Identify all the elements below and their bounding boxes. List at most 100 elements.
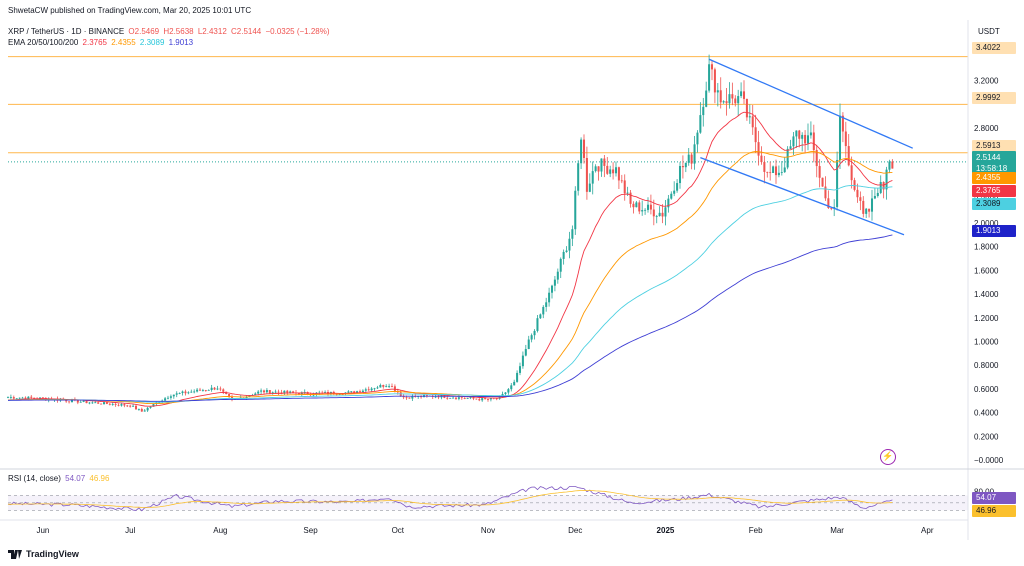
ema100-value: 2.3089 — [139, 38, 165, 47]
resistance-levels — [8, 56, 968, 163]
candle-body — [143, 410, 146, 412]
candle-body — [574, 190, 577, 230]
candle-body — [9, 397, 12, 398]
candle-body — [292, 391, 295, 393]
candles — [6, 54, 894, 412]
rsi-pane: 80.00 — [7, 486, 995, 512]
candle-body — [166, 397, 170, 399]
y-tick-label: 3.2000 — [974, 77, 999, 86]
candle-body — [271, 392, 274, 394]
candle-body — [198, 389, 202, 391]
candle-body — [12, 397, 15, 399]
candle-body — [466, 398, 469, 399]
candle-body — [792, 136, 795, 147]
candle-body — [806, 135, 810, 144]
candle-body — [612, 169, 615, 174]
candle-body — [408, 397, 411, 399]
candle-body — [216, 388, 219, 390]
tradingview-logo[interactable]: TradingView — [8, 549, 79, 559]
level-tag-2.9992: 2.9992 — [972, 92, 1016, 104]
y-tick-label: 1.2000 — [974, 314, 999, 323]
ema20-tag: 2.3765 — [972, 185, 1016, 197]
y-tick-label: −0.0000 — [974, 456, 1004, 465]
x-tick-label: Feb — [749, 526, 763, 535]
candle-body — [257, 391, 260, 394]
candle-body — [617, 167, 620, 181]
lightning-icon[interactable]: ⚡ — [880, 449, 896, 465]
rsi-legend: RSI (14, close) 54.07 46.96 — [8, 474, 111, 483]
ohlc-change: −0.0325 (−1.28%) — [265, 27, 330, 36]
candle-body — [367, 389, 370, 391]
candle-body — [347, 391, 350, 393]
x-tick-label: Jul — [125, 526, 135, 535]
candle-body — [385, 386, 388, 387]
candle-body — [577, 163, 580, 191]
candle-body — [207, 389, 210, 391]
candle-body — [262, 390, 266, 393]
candle-body — [644, 209, 647, 211]
candle-body — [678, 166, 682, 184]
ohlc-high: H2.5638 — [163, 27, 194, 36]
candle-body — [847, 146, 850, 166]
candle-body — [658, 212, 661, 217]
candle-body — [687, 154, 690, 163]
candle-body — [193, 391, 196, 393]
candle-body — [818, 166, 821, 178]
candle-body — [600, 158, 603, 172]
candle-body — [100, 403, 103, 405]
candle-body — [79, 401, 82, 403]
candle-body — [763, 162, 766, 172]
candle-body — [353, 391, 356, 394]
candle-body — [158, 402, 161, 404]
candle-body — [533, 330, 536, 336]
candle-body — [111, 404, 114, 405]
candle-body — [120, 404, 123, 406]
candle-body — [548, 292, 551, 303]
candle-body — [809, 132, 812, 136]
candle-body — [516, 372, 519, 382]
channel-upper-line — [708, 58, 913, 149]
candle-body — [114, 404, 117, 405]
candle-body — [789, 146, 792, 149]
candle-body — [827, 198, 830, 208]
candle-body — [725, 101, 728, 104]
candle-body — [757, 142, 760, 156]
candle-body — [222, 389, 225, 392]
y-tick-label: 2.0000 — [974, 219, 999, 228]
candle-body — [530, 335, 533, 340]
candle-body — [748, 116, 751, 118]
candle-body — [804, 134, 807, 144]
candle-body — [719, 90, 722, 103]
candle-body — [484, 398, 487, 400]
candle-body — [405, 397, 408, 399]
candle-body — [481, 398, 484, 401]
ema100-tag: 2.3089 — [972, 198, 1016, 210]
candle-body — [245, 396, 248, 399]
candle-body — [568, 238, 571, 251]
candle-body — [338, 394, 341, 396]
ema200-tag: 1.9013 — [972, 225, 1016, 237]
candle-body — [33, 397, 36, 399]
candle-body — [786, 148, 789, 168]
candle-body — [696, 132, 699, 145]
candle-body — [705, 90, 708, 107]
candle-body — [315, 392, 318, 395]
candle-body — [489, 397, 492, 400]
candle-body — [356, 391, 359, 394]
candle-body — [623, 180, 626, 194]
candle-body — [68, 401, 71, 403]
candle-body — [510, 385, 513, 390]
candle-body — [580, 139, 583, 164]
candle-body — [632, 203, 635, 208]
candle-body — [425, 395, 428, 396]
candle-body — [123, 404, 126, 406]
x-tick-label: Sep — [303, 526, 318, 535]
candle-body — [297, 393, 300, 395]
y-tick-label: 1.0000 — [974, 337, 999, 346]
candle-body — [85, 400, 88, 404]
candle-body — [745, 98, 748, 118]
candle-body — [204, 390, 207, 391]
candle-body — [629, 192, 632, 204]
y-tick-label: 0.6000 — [974, 385, 999, 394]
